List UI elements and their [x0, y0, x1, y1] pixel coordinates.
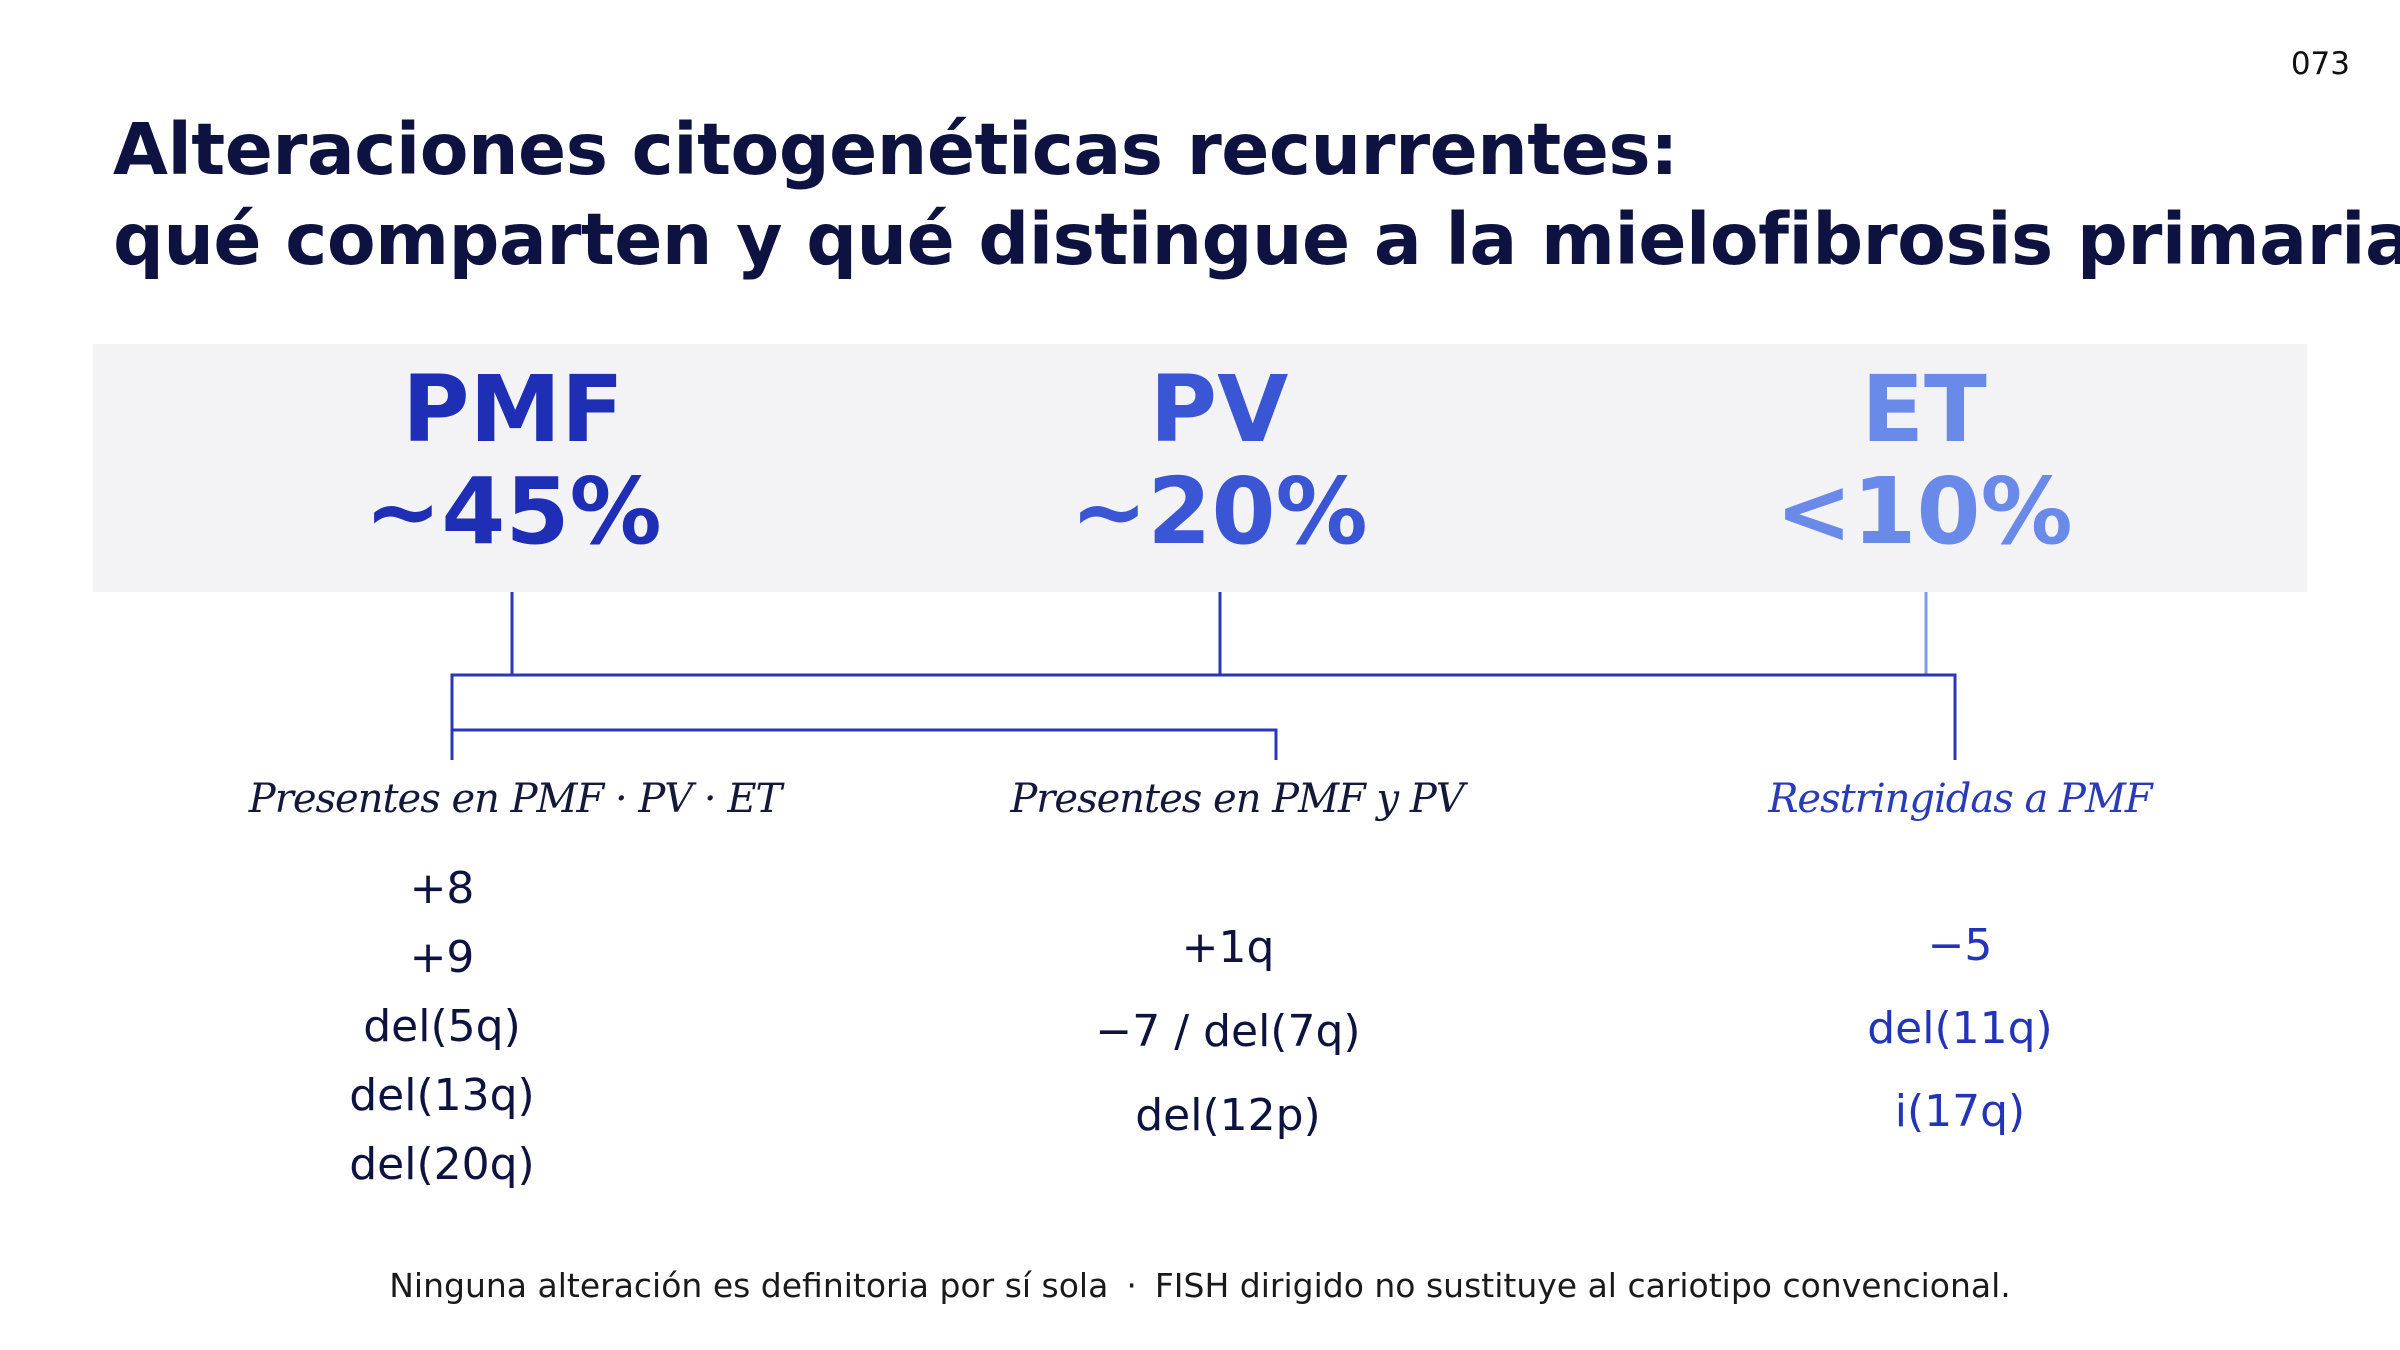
title-line-2: qué comparten y qué distingue a la mielo…: [113, 198, 2400, 281]
list-item: del(13q): [349, 1070, 535, 1121]
group-pv: PV ~20%: [969, 360, 1469, 564]
list-item: i(17q): [1894, 1086, 2026, 1137]
bracket-all: [450, 673, 1957, 760]
list-item: +8: [409, 863, 475, 914]
footnote-part-1: Ninguna alteración es definitoria por sí…: [389, 1266, 1109, 1305]
list-item: −5: [1927, 920, 1993, 971]
list-item: del(20q): [349, 1139, 535, 1190]
group-et: ET <10%: [1674, 360, 2174, 564]
group-pmf: PMF ~45%: [263, 360, 763, 564]
title-line-1: Alteraciones citogenéticas recurrentes:: [113, 108, 1679, 191]
group-et-frequency: <10%: [1775, 458, 2073, 565]
footnote: Ninguna alteración es definitoria por sí…: [0, 1266, 2400, 1305]
list-item: del(11q): [1867, 1003, 2053, 1054]
frequency-band: [93, 344, 2307, 592]
bracket-pmf-pv: [452, 728, 1278, 760]
list-pmf-only: −5 del(11q) i(17q): [1710, 904, 2210, 1153]
list-item: −7 / del(7q): [1095, 1006, 1361, 1057]
list-item: +1q: [1181, 922, 1275, 973]
group-pmf-frequency: ~45%: [364, 458, 662, 565]
list-item: del(12p): [1135, 1090, 1321, 1141]
column-label-all: Presentes en PMF · PV · ET: [248, 776, 782, 822]
group-et-name: ET: [1861, 356, 1987, 463]
list-item: del(5q): [363, 1001, 521, 1052]
group-pv-name: PV: [1149, 356, 1289, 463]
page-title: Alteraciones citogenéticas recurrentes: …: [113, 105, 2400, 285]
group-pv-frequency: ~20%: [1070, 458, 1368, 565]
column-label-pmf-only: Restringidas a PMF: [1768, 776, 2152, 822]
slide-number: 073: [2290, 46, 2350, 82]
list-item: +9: [409, 932, 475, 983]
list-pmf-pv: +1q −7 / del(7q) del(12p): [978, 906, 1478, 1158]
column-label-pmf-pv: Presentes en PMF y PV: [1010, 776, 1464, 822]
list-all-groups: +8 +9 del(5q) del(13q) del(20q): [192, 854, 692, 1199]
footnote-separator: ·: [1126, 1266, 1137, 1305]
footnote-part-2: FISH dirigido no sustituye al cariotipo …: [1154, 1266, 2011, 1305]
group-pmf-name: PMF: [402, 356, 624, 463]
